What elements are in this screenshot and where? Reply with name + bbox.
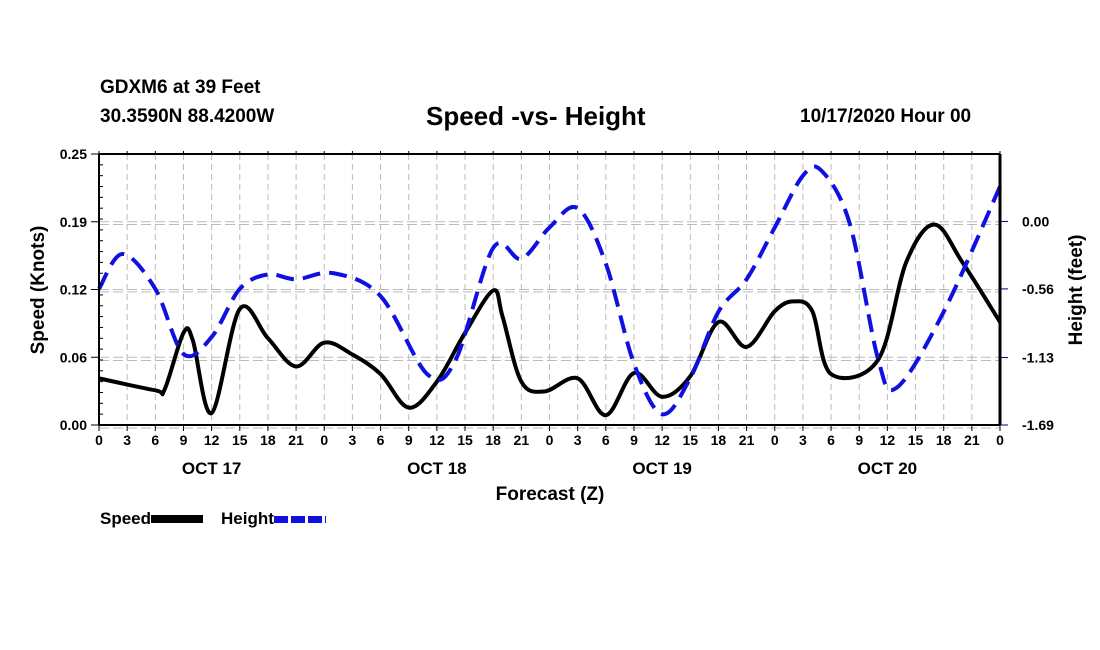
y-axis-label: Speed (Knots) — [28, 226, 49, 355]
y-tick-label: 0.25 — [60, 146, 87, 162]
x-tick-label: 18 — [485, 432, 501, 448]
day-label: OCT 17 — [182, 459, 242, 478]
legend: Speed Height — [100, 509, 344, 529]
height-series — [97, 164, 1002, 417]
y-tick-label: 0.06 — [60, 349, 87, 365]
y2-tick-label: -1.13 — [1022, 350, 1054, 366]
x-tick-label: 6 — [827, 432, 835, 448]
x-tick-label: 15 — [232, 432, 248, 448]
day-label: OCT 18 — [407, 459, 467, 478]
day-label: OCT 19 — [632, 459, 692, 478]
y2-tick-label: 0.00 — [1022, 213, 1049, 229]
forecast-datetime: 10/17/2020 Hour 00 — [800, 106, 972, 127]
y-tick-label: 0.12 — [60, 282, 87, 298]
x-tick-label: 3 — [123, 432, 131, 448]
x-axis-label: Forecast (Z) — [496, 484, 605, 505]
legend-speed-label: Speed — [100, 509, 152, 528]
station-label: GDXM6 at 39 Feet — [100, 77, 261, 98]
speed-series — [98, 222, 1002, 418]
x-tick-label: 21 — [288, 432, 304, 448]
y2-axis-label: Height (feet) — [1066, 235, 1087, 346]
x-tick-label: 3 — [799, 432, 807, 448]
y2-tick-label: -0.56 — [1022, 281, 1054, 297]
x-tick-label: 12 — [429, 432, 445, 448]
x-tick-label: 6 — [602, 432, 610, 448]
x-tick-label: 3 — [574, 432, 582, 448]
height-line — [97, 164, 1002, 417]
axes — [91, 151, 1008, 431]
x-tick-label: 21 — [739, 432, 755, 448]
x-tick-label: 9 — [855, 432, 863, 448]
x-tick-label: 15 — [908, 432, 924, 448]
x-tick-label: 6 — [151, 432, 159, 448]
legend-height-swatch — [273, 515, 326, 523]
x-tick-label: 0 — [95, 432, 103, 448]
x-tick-label: 12 — [880, 432, 896, 448]
x-tick-label: 3 — [349, 432, 357, 448]
speed-line — [98, 222, 1002, 418]
x-tick-label: 9 — [405, 432, 413, 448]
day-label: OCT 20 — [858, 459, 918, 478]
legend-height-label: Height — [221, 509, 274, 528]
chart-title: Speed -vs- Height — [426, 101, 646, 131]
x-tick-label: 12 — [654, 432, 670, 448]
y-tick-label: 0.19 — [60, 214, 87, 230]
x-tick-label: 18 — [936, 432, 952, 448]
x-tick-label: 18 — [711, 432, 727, 448]
x-tick-label: 21 — [514, 432, 530, 448]
y2-tick-label: -1.69 — [1022, 417, 1054, 433]
x-tick-label: 12 — [204, 432, 220, 448]
x-tick-label: 9 — [630, 432, 638, 448]
x-tick-label: 0 — [771, 432, 779, 448]
x-tick-label: 9 — [180, 432, 188, 448]
x-tick-label: 21 — [964, 432, 980, 448]
coordinates-label: 30.3590N 88.4200W — [100, 106, 275, 127]
tick-labels: 0 3 6 9 12 15 18 21 0 3 6 9 12 15 18 21 0 3 6 9 12 15 18 21 0 3 6 9… — [60, 146, 1054, 478]
legend-speed-swatch — [151, 515, 204, 523]
x-tick-label: 6 — [377, 432, 385, 448]
x-tick-label: 15 — [457, 432, 473, 448]
x-tick-label: 0 — [546, 432, 554, 448]
x-tick-label: 0 — [320, 432, 328, 448]
x-tick-label: 15 — [682, 432, 698, 448]
x-tick-label: 0 — [996, 432, 1004, 448]
y-tick-label: 0.00 — [60, 417, 87, 433]
x-tick-label: 18 — [260, 432, 276, 448]
